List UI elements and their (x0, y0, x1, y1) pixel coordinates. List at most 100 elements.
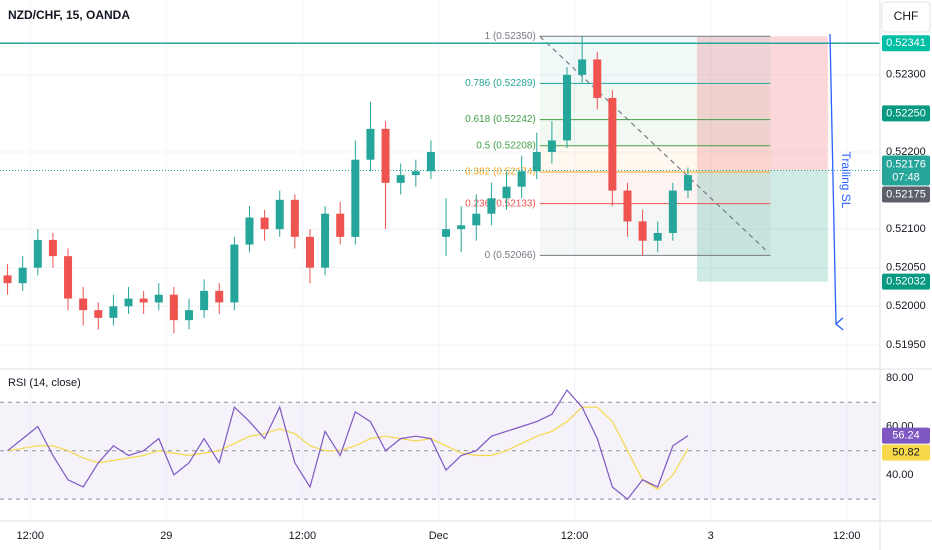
fib-zone (539, 203, 771, 256)
candle-body (623, 190, 632, 222)
candle-body (200, 290, 209, 311)
fib-zone (539, 172, 771, 204)
fib-label: 0 (0.52066) (485, 250, 536, 261)
fib-trend (539, 35, 769, 253)
rsi-line (7, 389, 689, 501)
currency-box[interactable] (881, 1, 931, 33)
candle-body (109, 306, 118, 318)
fib-label: 0.5 (0.52208) (476, 140, 536, 151)
fib-label: 0.382 (0.52174) (465, 167, 536, 178)
x-tick-label: Dec (429, 530, 449, 542)
x-tick-label: 12:00 (289, 530, 317, 542)
price-badge-label: 56.24 (892, 429, 920, 441)
candle-body (351, 159, 360, 237)
candle-body (608, 97, 617, 191)
x-tick-label: 12:00 (833, 530, 861, 542)
price-badge (882, 186, 930, 203)
candle-body (94, 310, 103, 318)
candle-body (169, 294, 178, 321)
trailing-arrow (829, 33, 844, 331)
x-tick-label: 29 (160, 530, 172, 542)
target-zone (697, 170, 828, 282)
candle-body (366, 128, 375, 160)
price-badge-label: 0.52032 (886, 275, 926, 287)
y-tick-label: 0.52300 (886, 69, 926, 81)
candle-body (411, 171, 420, 176)
fib-label: 0.786 (0.52289) (465, 78, 536, 89)
candle-body (79, 298, 88, 311)
candle-body (426, 151, 435, 172)
y-tick-label: 0.52050 (886, 262, 926, 274)
candle-body (18, 267, 27, 284)
candle-body (578, 59, 587, 75)
candle-body (396, 175, 405, 183)
badge-countdown: 07:48 (892, 171, 920, 183)
candle-body (215, 290, 224, 303)
candle-body (3, 275, 12, 284)
fib-zone (539, 119, 771, 146)
y-tick-label: 0.52200 (886, 146, 926, 158)
candle-body (457, 225, 466, 230)
price-badge-label: 0.52176 (886, 158, 926, 170)
price-badge (882, 155, 930, 186)
currency[interactable]: CHF (894, 9, 919, 23)
candle-body (139, 298, 148, 303)
candle-body (472, 213, 481, 226)
x-tick-label: 12:00 (16, 530, 44, 542)
price-badge (882, 105, 930, 122)
price-badge-label: 0.52341 (886, 37, 926, 49)
candle-body (381, 128, 390, 183)
candle-body (185, 310, 194, 321)
annotation: Trailing SL (839, 152, 853, 209)
price-badge-label: 0.52250 (886, 107, 926, 119)
candle-body (33, 239, 42, 268)
candle-body (442, 229, 451, 237)
price-badge-label: 0.52175 (886, 188, 926, 200)
candle-body (487, 198, 496, 214)
stop-zone (697, 36, 828, 171)
symbol-title: NZD/CHF, 15, OANDA (8, 8, 130, 22)
fib-label: 1 (0.52350) (485, 31, 536, 42)
fib-zone (539, 145, 771, 173)
candle-body (668, 190, 677, 233)
y-tick-label: 40.00 (886, 469, 914, 481)
price-badge (882, 273, 930, 290)
candle-body (64, 256, 73, 299)
x-tick-label: 3 (708, 530, 714, 542)
candle-body (245, 217, 254, 245)
candle-body (653, 232, 662, 241)
price-badge (882, 427, 930, 444)
y-tick-label: 0.52100 (886, 223, 926, 235)
fib-label: 0.236 (0.52133) (465, 198, 536, 209)
candle-body (154, 294, 163, 303)
candle-body (593, 59, 602, 98)
candle-body (124, 298, 133, 307)
candle-body (336, 213, 345, 237)
candle-body (48, 239, 57, 257)
candle-body (547, 140, 556, 152)
rsi-line (7, 406, 689, 491)
price-badge (882, 35, 930, 52)
candle-body (502, 186, 511, 199)
candle-body (275, 199, 284, 230)
candle-body (305, 236, 314, 268)
y-tick-label: 80.00 (886, 372, 914, 384)
candle-body (683, 175, 692, 191)
price-badge-label: 50.82 (892, 446, 920, 458)
candle-body (230, 244, 239, 303)
price-badge (882, 444, 930, 461)
candle-body (517, 171, 526, 187)
x-tick-label: 12:00 (561, 530, 589, 542)
candle-body (321, 213, 330, 268)
y-tick-label: 0.51950 (886, 339, 926, 351)
fib-label: 0.618 (0.52242) (465, 114, 536, 125)
y-tick-label: 0.52000 (886, 300, 926, 312)
candle-body (290, 199, 299, 237)
candle-body (563, 74, 572, 141)
candle-body (260, 217, 269, 230)
fib-zone (539, 83, 771, 120)
candle-body (638, 221, 647, 241)
candle-body (532, 151, 541, 172)
pane-title: RSI (14, close) (8, 377, 81, 389)
